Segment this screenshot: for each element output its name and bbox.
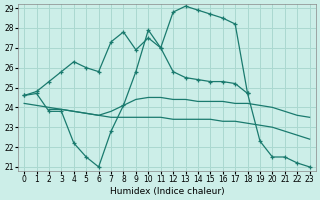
X-axis label: Humidex (Indice chaleur): Humidex (Indice chaleur): [109, 187, 224, 196]
